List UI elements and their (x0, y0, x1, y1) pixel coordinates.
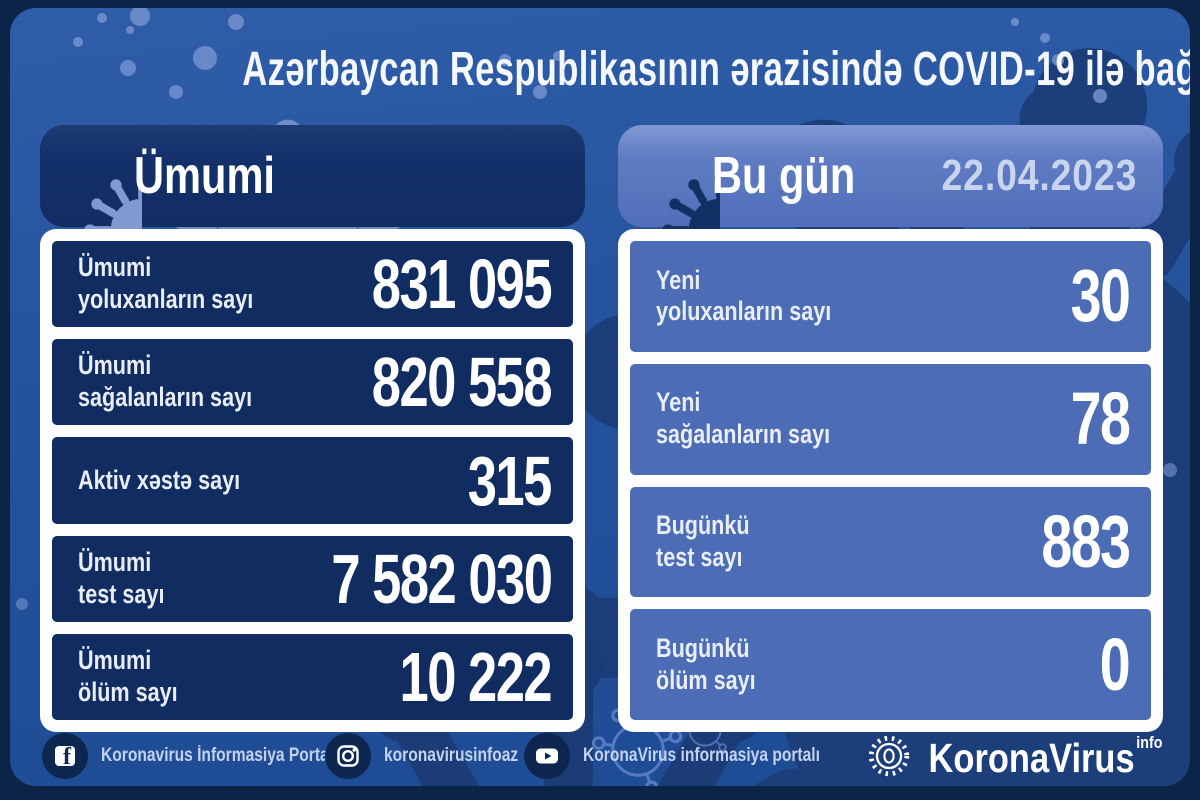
youtube-link[interactable]: KoronaVirus informasiya portalı (524, 730, 872, 782)
today-panel-body: Yeni yoluxanların sayı 30 Yeni sağalanla… (618, 229, 1163, 732)
stat-row-today-deaths: Bugünkü ölüm sayı 0 (630, 609, 1151, 720)
logo-superscript: info (1135, 733, 1162, 752)
infographic-card: Azərbaycan Respublikasının ərazisində CO… (10, 8, 1190, 786)
stat-label: Ümumi sağalanların sayı (78, 350, 253, 413)
facebook-link[interactable]: f Koronavirus İnformasiya Portalı (42, 730, 389, 782)
stat-row-total-tests: Ümumi test sayı 7 582 030 (52, 535, 573, 622)
today-panel-title: Bu gün (712, 147, 856, 205)
report-date: 22.04.2023 (941, 151, 1137, 200)
instagram-label: koronavirusinfoaz (384, 745, 519, 766)
stat-row-total-recovered: Ümumi sağalanların sayı 820 558 (52, 339, 573, 426)
stat-value: 820 558 (371, 343, 553, 422)
today-panel-header: Bu gün 22.04.2023 (618, 125, 1163, 230)
stat-value: 883 (1040, 499, 1131, 583)
stat-label: Bugünkü test sayı (656, 510, 750, 572)
virus-icon (868, 735, 909, 777)
stat-row-new-recovered: Yeni sağalanların sayı 78 (630, 363, 1151, 475)
stat-label: Yeni sağalanların sayı (656, 387, 831, 450)
virus-icon (662, 172, 720, 230)
stat-label: Ümumi ölüm sayı (78, 645, 178, 707)
stat-value: 30 (1070, 254, 1130, 338)
svg-text:f: f (63, 744, 72, 770)
stat-value: 78 (1070, 377, 1130, 461)
virus-background-decoration (16, 8, 1190, 786)
stat-row-active-patients: Aktiv xəstə sayı 315 (52, 437, 573, 524)
instagram-link[interactable]: koronavirusinfoaz (325, 730, 548, 782)
stat-label: Yeni yoluxanların sayı (656, 264, 832, 327)
totals-panel-header: Ümumi (40, 125, 585, 230)
youtube-label: KoronaVirus informasiya portalı (583, 745, 820, 766)
koronavirus-info-logo: KoronaVirusinfo (864, 730, 1162, 782)
instagram-icon (325, 733, 371, 779)
stat-value: 315 (467, 441, 553, 520)
stat-row-total-deaths: Ümumi ölüm sayı 10 222 (52, 633, 573, 721)
totals-panel: Ümumi Ümumi yoluxanların sayı 831 095 Üm… (40, 125, 585, 732)
stat-label: Aktiv xəstə sayı (78, 464, 241, 495)
stat-label: Ümumi yoluxanların sayı (78, 252, 254, 315)
logo-text: KoronaVirus (928, 735, 1135, 781)
youtube-icon (524, 733, 570, 779)
facebook-icon: f (42, 733, 88, 779)
stat-value: 7 582 030 (330, 539, 553, 618)
logo-text-wrap: KoronaVirusinfo (928, 733, 1162, 779)
stat-row-today-tests: Bugünkü test sayı 883 (630, 486, 1151, 598)
footer: f Koronavirus İnformasiya Portalı korona… (10, 730, 1190, 782)
today-panel: Bu gün 22.04.2023 Yeni yoluxanların sayı… (618, 125, 1163, 732)
page-title-text: Azərbaycan Respublikasının ərazisində CO… (242, 43, 1190, 96)
virus-icon (84, 172, 142, 230)
stat-row-total-cases: Ümumi yoluxanların sayı 831 095 (52, 241, 573, 328)
stat-value: 10 222 (399, 637, 552, 716)
totals-panel-body: Ümumi yoluxanların sayı 831 095 Ümumi sa… (40, 229, 585, 732)
stat-label: Ümumi test sayı (78, 546, 165, 609)
stat-row-new-cases: Yeni yoluxanların sayı 30 (630, 241, 1151, 352)
facebook-label: Koronavirus İnformasiya Portalı (101, 745, 338, 766)
page-title: Azərbaycan Respublikasının ərazisində CO… (10, 43, 1190, 97)
stat-value: 831 095 (371, 245, 553, 324)
totals-panel-title: Ümumi (134, 147, 275, 205)
stat-value: 0 (1099, 622, 1131, 706)
stat-label: Bugünkü ölüm sayı (656, 632, 756, 695)
